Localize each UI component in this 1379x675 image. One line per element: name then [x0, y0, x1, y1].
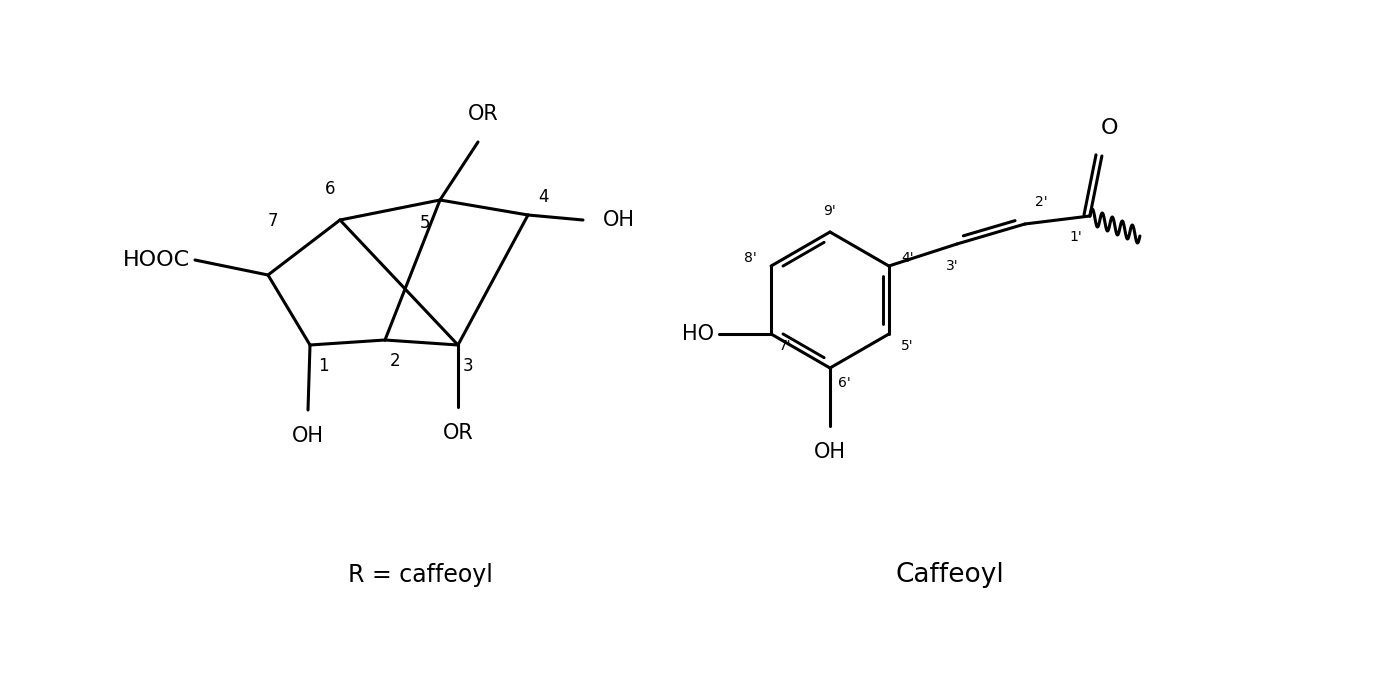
Text: R = caffeoyl: R = caffeoyl	[348, 563, 492, 587]
Text: Caffeoyl: Caffeoyl	[895, 562, 1004, 588]
Text: OR: OR	[467, 104, 498, 124]
Text: 6: 6	[324, 180, 335, 198]
Text: OH: OH	[814, 442, 845, 462]
Text: 1: 1	[319, 357, 328, 375]
Text: HO: HO	[683, 324, 714, 344]
Text: 4: 4	[538, 188, 549, 206]
Text: HOOC: HOOC	[123, 250, 190, 270]
Text: 2: 2	[390, 352, 401, 370]
Text: 7': 7'	[779, 339, 792, 353]
Text: 6': 6'	[838, 376, 851, 390]
Text: OH: OH	[292, 426, 324, 446]
Text: 3': 3'	[946, 259, 958, 273]
Text: 9': 9'	[823, 204, 837, 218]
Text: 3: 3	[463, 357, 473, 375]
Text: OR: OR	[443, 423, 473, 443]
Text: 5': 5'	[900, 339, 913, 353]
Text: O: O	[1102, 118, 1118, 138]
Text: OH: OH	[603, 210, 634, 230]
Text: 8': 8'	[745, 251, 757, 265]
Text: 7: 7	[268, 212, 279, 230]
Text: 2': 2'	[1034, 195, 1048, 209]
Text: 5: 5	[419, 214, 430, 232]
Text: 4': 4'	[900, 251, 913, 265]
Text: 1': 1'	[1069, 230, 1083, 244]
